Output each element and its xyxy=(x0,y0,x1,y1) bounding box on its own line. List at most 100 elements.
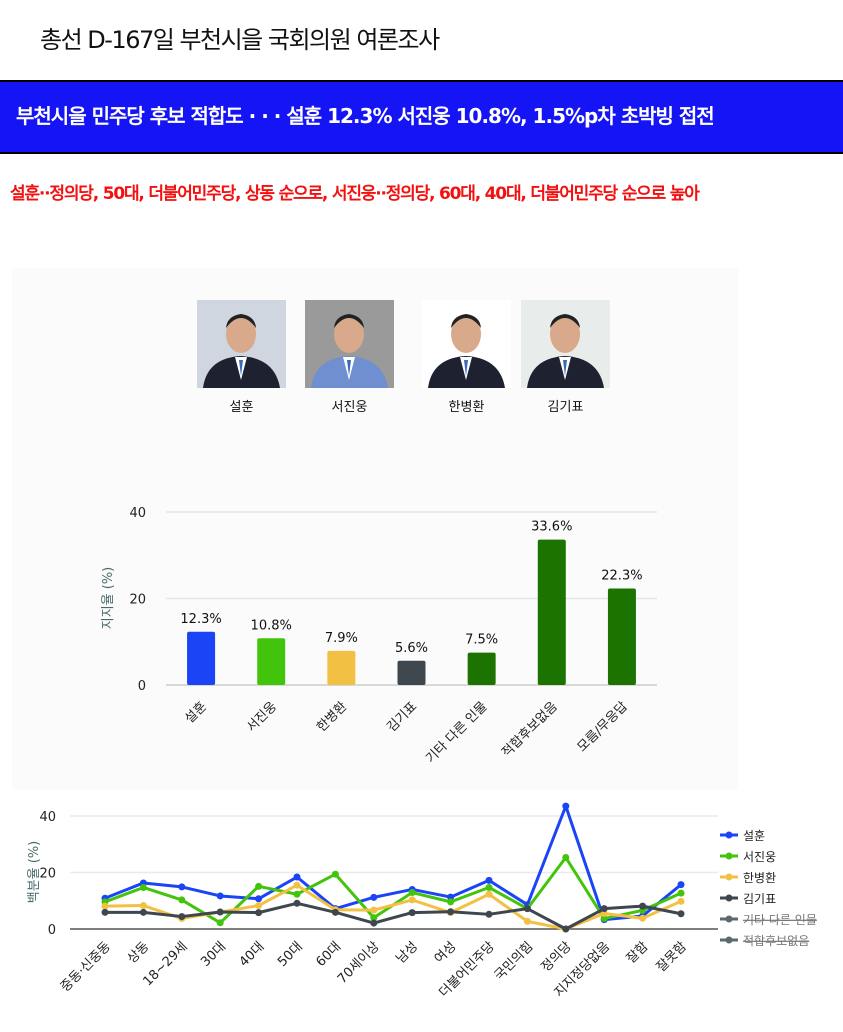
y-tick-label: 0 xyxy=(138,679,146,694)
x-tick-label: 상동 xyxy=(125,939,153,967)
data-point xyxy=(331,908,339,916)
bar xyxy=(397,660,426,685)
data-point xyxy=(600,905,608,913)
y-tick-label: 20 xyxy=(129,593,146,608)
data-point xyxy=(677,881,685,889)
x-tick-label: 김기표 xyxy=(384,699,420,735)
data-point xyxy=(370,919,378,927)
data-point xyxy=(639,914,647,922)
candidate-name: 김기표 xyxy=(547,400,584,415)
x-tick-label: 적합후보없음 xyxy=(499,699,560,760)
bar xyxy=(187,631,216,685)
x-tick-label: 중동·신중동 xyxy=(58,939,114,995)
data-point xyxy=(293,890,301,898)
data-point xyxy=(255,895,263,903)
data-point xyxy=(293,873,301,881)
data-point xyxy=(562,802,570,810)
data-point xyxy=(523,917,531,925)
data-point xyxy=(562,854,570,862)
x-tick-label: 여성 xyxy=(432,939,460,967)
legend-marker xyxy=(725,831,733,839)
x-tick-label: 60대 xyxy=(313,939,344,970)
candidate-photo xyxy=(521,300,610,388)
legend-marker xyxy=(725,852,733,860)
data-point xyxy=(139,883,147,891)
candidate-photo xyxy=(422,300,511,388)
data-point xyxy=(677,897,685,905)
data-point xyxy=(178,896,186,904)
candidate-photo xyxy=(305,300,394,388)
candidate-name: 서진웅 xyxy=(331,400,368,415)
portrait-icon xyxy=(527,314,604,388)
legend-marker xyxy=(725,873,733,881)
x-tick-label: 남성 xyxy=(394,939,422,967)
page-title: 총선 D-167일 부천시을 국회의원 여론조사 xyxy=(40,26,440,54)
y-tick-label: 0 xyxy=(48,923,56,938)
portrait-icon xyxy=(428,314,505,388)
x-tick-label: 잘못함 xyxy=(654,939,690,975)
data-point xyxy=(139,902,147,910)
data-point xyxy=(255,882,263,890)
data-point xyxy=(101,902,109,910)
legend-item[interactable]: 설훈 xyxy=(743,829,765,843)
portrait-icon xyxy=(203,314,280,388)
y-axis-label: 백분율 (%) xyxy=(27,841,42,904)
bar xyxy=(257,638,286,685)
legend-item[interactable]: 적합후보없음 xyxy=(743,934,809,948)
data-point xyxy=(408,889,416,897)
y-axis-label: 지지율 (%) xyxy=(101,567,116,630)
data-point xyxy=(216,892,224,900)
data-point xyxy=(293,881,301,889)
data-point xyxy=(485,876,493,884)
legend-item[interactable]: 김기표 xyxy=(743,892,776,906)
data-label: 22.3% xyxy=(601,569,642,584)
data-point xyxy=(639,902,647,910)
bar xyxy=(607,588,636,685)
legend-item[interactable]: 서진웅 xyxy=(743,850,776,864)
data-point xyxy=(331,870,339,878)
y-tick-label: 40 xyxy=(129,506,146,521)
subheadline: 설훈··정의당, 50대, 더불어민주당, 상동 순으로, 서진웅··정의당, … xyxy=(10,184,700,204)
x-tick-label: 국민의힘 xyxy=(492,939,536,983)
data-point xyxy=(447,898,455,906)
data-point xyxy=(139,908,147,916)
bar xyxy=(467,652,496,685)
data-point xyxy=(523,905,531,913)
data-point xyxy=(600,915,608,923)
x-tick-label: 설훈 xyxy=(182,699,210,727)
y-tick-label: 40 xyxy=(39,810,56,825)
data-label: 7.5% xyxy=(465,633,498,648)
data-point xyxy=(600,909,608,917)
data-point xyxy=(293,899,301,907)
headline-banner: 부천시을 민주당 후보 적합도 · · · 설훈 12.3% 서진웅 10.8%… xyxy=(0,80,843,154)
x-tick-label: 30대 xyxy=(198,939,229,970)
legend-marker xyxy=(725,894,733,902)
candidate-name: 한병환 xyxy=(448,400,485,415)
data-point xyxy=(216,908,224,916)
data-point xyxy=(562,925,570,933)
data-point xyxy=(485,883,493,891)
candidate-name: 설훈 xyxy=(229,400,254,415)
data-point xyxy=(447,893,455,901)
x-tick-label: 기타 다른 인물 xyxy=(423,699,490,766)
bar xyxy=(327,650,356,685)
data-point xyxy=(408,909,416,917)
data-point xyxy=(216,919,224,927)
data-label: 7.9% xyxy=(325,631,358,646)
y-tick-label: 20 xyxy=(39,867,56,882)
legend-item[interactable]: 기타 다른 인물 xyxy=(743,913,817,927)
data-point xyxy=(408,896,416,904)
data-point xyxy=(101,908,109,916)
data-point xyxy=(255,902,263,910)
legend-item[interactable]: 한병환 xyxy=(743,871,776,885)
candidate-photo xyxy=(197,300,286,388)
legend-marker xyxy=(725,915,733,923)
series-line xyxy=(104,804,682,922)
data-label: 5.6% xyxy=(395,641,428,656)
data-point xyxy=(370,906,378,914)
bar xyxy=(537,539,566,685)
data-point xyxy=(178,883,186,891)
data-label: 12.3% xyxy=(180,612,221,627)
portrait-icon xyxy=(311,314,388,388)
